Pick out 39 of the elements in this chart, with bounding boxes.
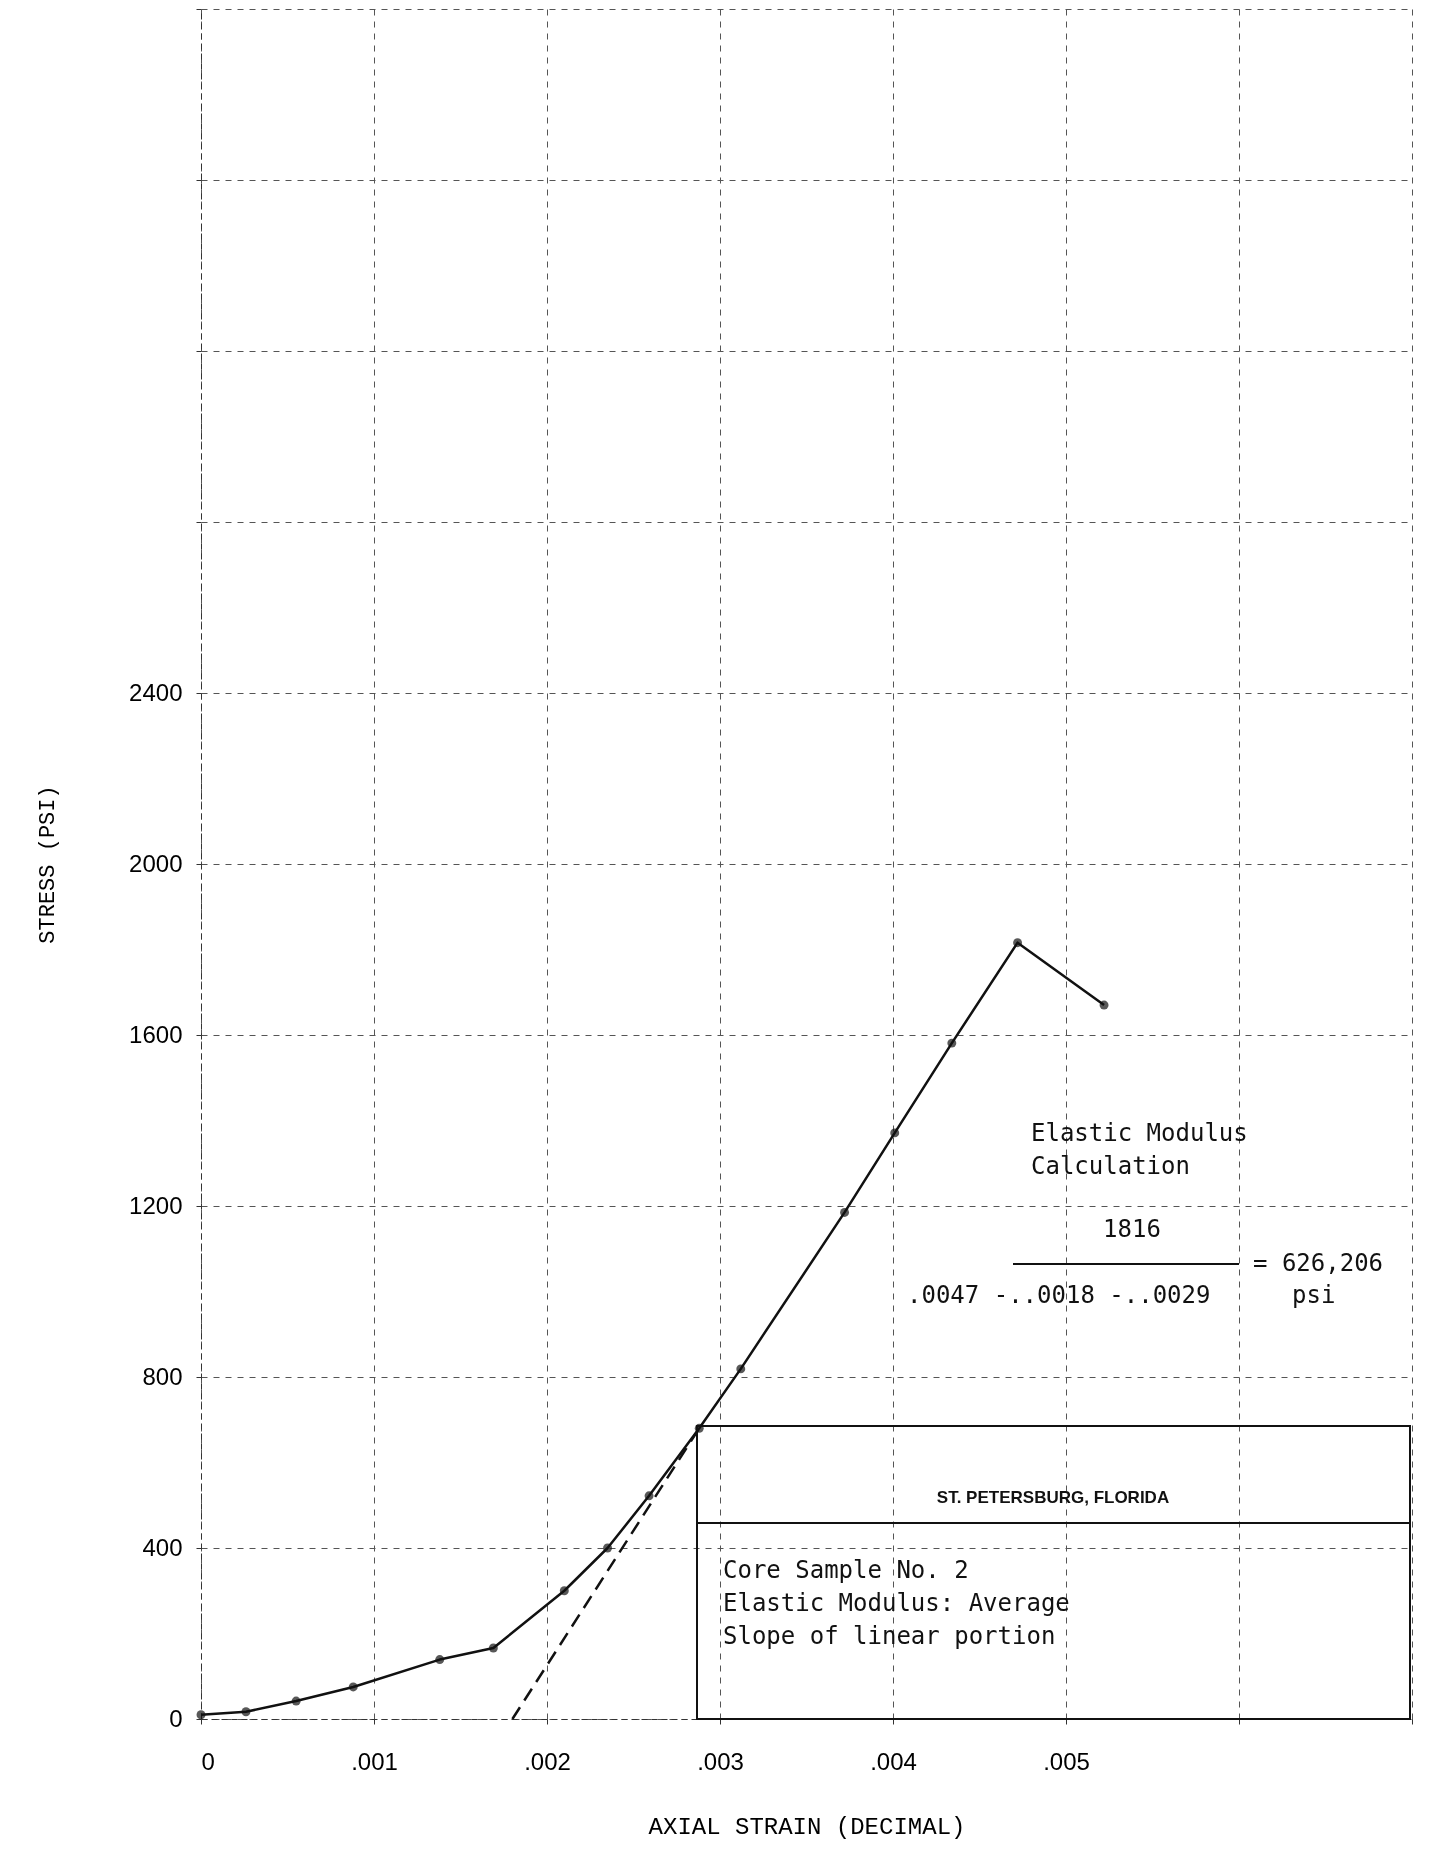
point	[435, 1655, 445, 1665]
point	[840, 1207, 850, 1217]
y-tick-label: 800	[142, 1362, 183, 1390]
y-axis-title: STRESS (PSI)	[36, 785, 62, 944]
x-axis-title: AXIAL STRAIN (DECIMAL)	[648, 1813, 966, 1841]
annotation: Elastic Modulus	[1031, 1119, 1248, 1147]
x-tick-label: 0	[201, 1747, 215, 1775]
x-tick-label: .001	[351, 1747, 398, 1775]
point	[488, 1643, 498, 1653]
point	[736, 1364, 746, 1374]
annotation: ST. PETERSBURG, FLORIDA	[936, 1488, 1170, 1507]
y-tick-label: 1200	[129, 1191, 183, 1219]
point	[890, 1128, 900, 1138]
x-tick-label: .004	[870, 1747, 917, 1775]
y-tick-label: 2400	[129, 678, 183, 706]
y-tick-label: 400	[142, 1533, 183, 1561]
point	[348, 1682, 358, 1692]
annotation: .0047 -..0018 -..0029	[907, 1281, 1211, 1309]
point	[1013, 938, 1023, 948]
annotation: = 626,206	[1253, 1249, 1384, 1277]
point	[559, 1586, 569, 1596]
annotation: Elastic Modulus: Average	[723, 1589, 1070, 1617]
point	[603, 1543, 613, 1553]
y-tick-label: 1600	[129, 1020, 183, 1048]
y-tick-label: 0	[169, 1704, 183, 1732]
point	[291, 1696, 301, 1706]
annotation: 1816	[1103, 1215, 1161, 1243]
point	[241, 1707, 251, 1717]
point	[1099, 1000, 1109, 1010]
y-tick-label: 2000	[129, 849, 183, 877]
x-tick-label: .003	[697, 1747, 744, 1775]
point	[644, 1491, 654, 1501]
x-tick-label: .002	[524, 1747, 571, 1775]
annotation: Slope of linear portion	[723, 1622, 1056, 1650]
point	[947, 1038, 957, 1048]
annotation: psi	[1292, 1281, 1336, 1309]
annotation: Core Sample No. 2	[723, 1556, 969, 1584]
annotation: Calculation	[1031, 1152, 1190, 1180]
x-tick-label: .005	[1043, 1747, 1090, 1775]
